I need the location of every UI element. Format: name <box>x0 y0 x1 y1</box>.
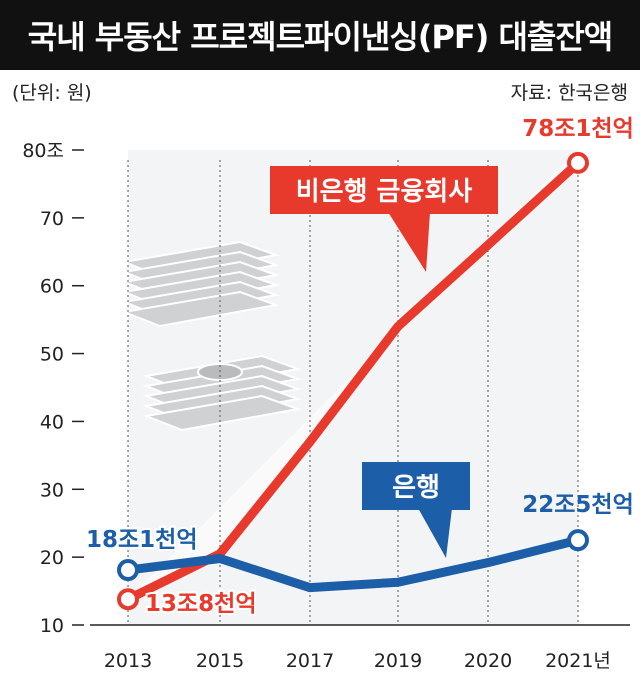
data-label-bank-start: 18조1천억 <box>86 527 198 553</box>
y-tick-label: 40 <box>40 411 64 433</box>
y-tick-label: 30 <box>40 479 64 501</box>
series-line-bank <box>123 535 583 593</box>
callout-pointer <box>388 212 430 272</box>
y-tick-label: 60 <box>40 276 64 298</box>
data-point-marker <box>567 529 589 552</box>
data-label-bank-end: 22조5천억 <box>522 492 634 518</box>
y-tick-label: 70 <box>40 208 64 230</box>
data-point-marker <box>117 588 139 611</box>
x-tick-label: 2015 <box>196 650 244 672</box>
y-tick-label: 10 <box>40 615 64 637</box>
y-tick-label: 50 <box>40 344 64 366</box>
chart-title: 국내 부동산 프로젝트파이낸싱(PF) 대출잔액 <box>0 0 640 70</box>
callout-pointer <box>418 508 452 558</box>
unit-label: (단위: 원) <box>12 82 92 104</box>
legend-label-nonbank: 비은행 금융회사 <box>296 177 473 207</box>
y-tick-label: 20 <box>40 547 64 569</box>
x-tick-label: 2017 <box>286 650 334 672</box>
y-tick-label: 80조 <box>22 140 64 162</box>
data-point-marker <box>567 151 589 174</box>
money-stack-icon <box>120 240 302 432</box>
data-point-marker <box>117 559 139 582</box>
source-label: 자료: 한국은행 <box>510 82 628 104</box>
x-tick-label: 2021년 <box>545 650 611 672</box>
x-tick-label: 2019 <box>374 650 422 672</box>
data-label-nonbank-end: 78조1천억 <box>522 116 634 142</box>
data-label-nonbank-start: 13조8천억 <box>145 591 257 617</box>
x-tick-label: 2013 <box>104 650 152 672</box>
series-callout-bank <box>362 462 470 510</box>
legend-label-bank: 은행 <box>392 473 440 503</box>
series-callout-nonbank <box>270 166 498 214</box>
x-tick-label: 2020 <box>464 650 512 672</box>
